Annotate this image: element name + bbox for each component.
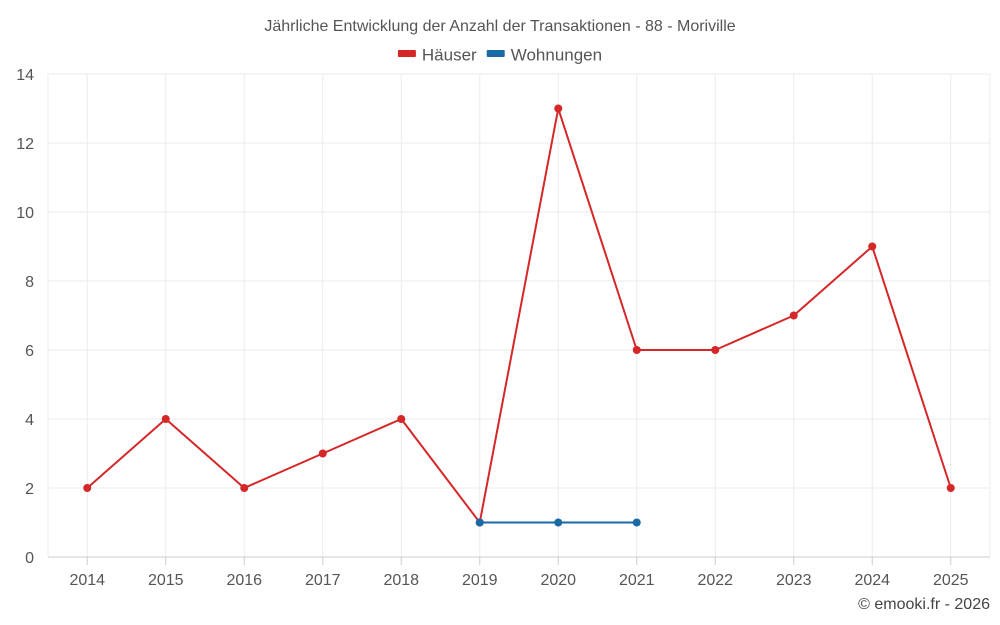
data-point[interactable]	[711, 346, 720, 354]
x-tick-label: 2023	[776, 572, 812, 589]
legend-item-häuser[interactable]: Häuser	[397, 45, 477, 64]
x-tick-label: 2017	[305, 572, 341, 589]
x-tick-label: 2025	[933, 572, 969, 589]
legend-swatch	[486, 50, 505, 57]
x-tick-label: 2022	[697, 572, 733, 589]
data-point[interactable]	[161, 415, 170, 423]
legend-swatch	[397, 50, 416, 57]
data-point[interactable]	[554, 104, 563, 113]
x-tick-label: 2024	[854, 572, 890, 589]
legend-label: Wohnungen	[511, 45, 602, 64]
data-point[interactable]	[946, 484, 955, 492]
x-axis: 2014 2015 2016 2017 2018 2019 2020 2021 2022 2023…	[48, 556, 990, 589]
y-tick-label: 14	[16, 67, 34, 84]
chart-title: Jährliche Entwicklung der Anzahl der Tra…	[264, 18, 735, 35]
x-tick-label: 2014	[69, 572, 105, 589]
x-tick-label: 2019	[462, 572, 498, 589]
credit-text: © emooki.fr - 2026	[858, 596, 990, 613]
y-axis: 0 2 4 6 8 10 12 14	[16, 67, 34, 567]
data-point[interactable]	[475, 518, 484, 527]
x-tick-label: 2015	[148, 572, 184, 589]
x-tick-label: 2016	[226, 572, 262, 589]
data-point[interactable]	[554, 518, 563, 527]
x-tick-label: 2018	[383, 572, 419, 589]
x-tick-label: 2020	[540, 572, 576, 589]
y-tick-label: 8	[25, 274, 34, 291]
legend-label: Häuser	[422, 45, 477, 64]
y-tick-label: 10	[16, 205, 34, 222]
data-point[interactable]	[240, 484, 249, 492]
series-wohnungen	[475, 518, 641, 527]
y-tick-label: 2	[25, 481, 34, 498]
y-tick-label: 4	[25, 412, 34, 429]
data-point[interactable]	[868, 242, 877, 251]
data-point[interactable]	[789, 311, 798, 320]
y-tick-label: 0	[25, 550, 34, 567]
series-layer	[83, 104, 955, 527]
series-häuser	[83, 104, 955, 527]
series-line	[86, 107, 952, 524]
y-tick-label: 12	[16, 136, 34, 153]
gridlines	[47, 73, 991, 557]
legend: Häuser Wohnungen	[397, 45, 602, 64]
data-point[interactable]	[632, 346, 641, 354]
data-point[interactable]	[632, 518, 641, 527]
data-point[interactable]	[83, 484, 92, 492]
data-point[interactable]	[397, 415, 406, 423]
x-tick-label: 2021	[619, 572, 655, 589]
legend-item-wohnungen[interactable]: Wohnungen	[486, 45, 602, 64]
data-point[interactable]	[318, 449, 327, 458]
y-tick-label: 6	[25, 343, 34, 360]
